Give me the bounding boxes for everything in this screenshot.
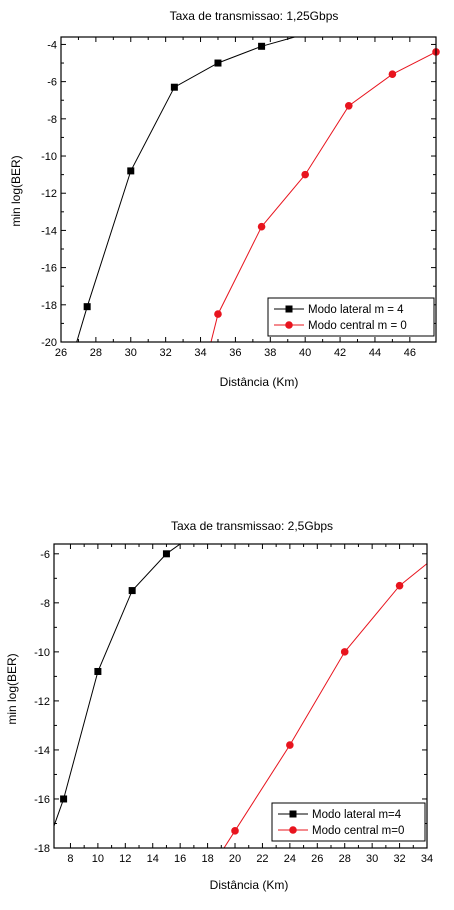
data-point — [214, 310, 222, 318]
legend-marker — [285, 321, 293, 329]
x-tick-label: 34 — [421, 853, 433, 865]
legend-box — [267, 297, 435, 337]
y-tick-label: -10 — [34, 647, 50, 659]
chart-title: Taxa de transmissao: 1,25Gbps — [170, 9, 339, 23]
legend-label: Modo lateral m = 4 — [308, 304, 404, 316]
data-point — [83, 303, 91, 311]
data-point — [214, 59, 222, 67]
data-point — [388, 70, 397, 78]
x-axis-label: Distância (Km) — [220, 375, 299, 389]
y-tick-label: -14 — [41, 225, 57, 237]
data-point — [286, 741, 294, 749]
x-tick-label: 40 — [299, 347, 311, 359]
plot-frame — [53, 543, 428, 849]
data-point — [258, 42, 266, 50]
x-tick-label: 46 — [404, 347, 416, 359]
chart-2: Taxa de transmissao: 2,5Gbps Distância (… — [0, 510, 454, 910]
x-tick-label: 12 — [119, 853, 131, 865]
y-tick-label: -12 — [34, 696, 50, 708]
legend-marker — [285, 305, 293, 313]
legend-label: Modo central m=0 — [312, 825, 404, 837]
legend-label: Modo central m = 0 — [308, 320, 407, 332]
data-point — [231, 827, 239, 835]
x-tick-label: 14 — [147, 853, 159, 865]
series-line-1 — [54, 544, 181, 827]
y-axis-label: min log(BER) — [5, 653, 19, 724]
x-tick-label: 30 — [366, 853, 378, 865]
x-tick-label: 24 — [284, 853, 296, 865]
chart-1: Taxa de transmissao: 1,25Gbps Distância … — [0, 0, 454, 400]
x-tick-label: 10 — [92, 853, 104, 865]
x-tick-label: 30 — [125, 347, 137, 359]
x-tick-label: 28 — [339, 853, 351, 865]
y-tick-label: -6 — [40, 549, 50, 561]
x-tick-label: 38 — [264, 347, 276, 359]
y-axis-label: min log(BER) — [9, 155, 23, 226]
x-axis-label: Distância (Km) — [210, 878, 289, 892]
x-tick-label: 26 — [55, 347, 67, 359]
x-tick-label: 8 — [67, 853, 73, 865]
data-point — [301, 170, 309, 179]
x-tick-label: 44 — [369, 347, 381, 359]
plot-frame — [60, 36, 437, 343]
y-tick-label: -20 — [41, 337, 57, 349]
y-tick-label: -8 — [47, 114, 57, 126]
data-point — [60, 795, 68, 803]
chart-title: Taxa de transmissao: 2,5Gbps — [171, 519, 333, 533]
y-tick-label: -8 — [40, 598, 50, 610]
y-tick-label: -4 — [47, 39, 57, 51]
legend-label: Modo lateral m=4 — [312, 809, 402, 821]
x-tick-label: 34 — [194, 347, 206, 359]
data-point — [344, 102, 353, 110]
chart-2-svg: Taxa de transmissao: 2,5Gbps Distância (… — [5, 519, 433, 892]
x-tick-label: 20 — [229, 853, 241, 865]
data-point — [257, 222, 266, 231]
x-tick-label: 32 — [393, 853, 405, 865]
x-tick-label: 32 — [160, 347, 172, 359]
data-point — [162, 550, 170, 558]
data-point — [127, 167, 135, 175]
x-tick-label: 26 — [311, 853, 323, 865]
legend-marker — [289, 810, 297, 818]
legend-marker — [289, 826, 297, 834]
y-tick-label: -10 — [41, 151, 57, 163]
y-tick-label: -6 — [47, 77, 57, 89]
x-tick-label: 18 — [201, 853, 213, 865]
y-tick-label: -18 — [41, 300, 57, 312]
x-tick-label: 22 — [256, 853, 268, 865]
y-tick-label: -16 — [34, 794, 50, 806]
x-tick-label: 42 — [334, 347, 346, 359]
legend-box — [271, 802, 426, 842]
y-tick-label: -18 — [34, 843, 50, 855]
y-tick-label: -16 — [41, 263, 57, 275]
x-tick-label: 36 — [229, 347, 241, 359]
data-point — [94, 667, 102, 675]
series-line-1 — [76, 37, 295, 342]
data-point — [340, 648, 349, 656]
data-point — [128, 587, 136, 595]
y-tick-label: -12 — [41, 188, 57, 200]
y-tick-label: -14 — [34, 745, 50, 757]
data-point — [170, 83, 178, 91]
x-tick-label: 28 — [90, 347, 102, 359]
chart-1-svg: Taxa de transmissao: 1,25Gbps Distância … — [9, 9, 440, 389]
x-tick-label: 16 — [174, 853, 186, 865]
data-point — [395, 581, 404, 590]
